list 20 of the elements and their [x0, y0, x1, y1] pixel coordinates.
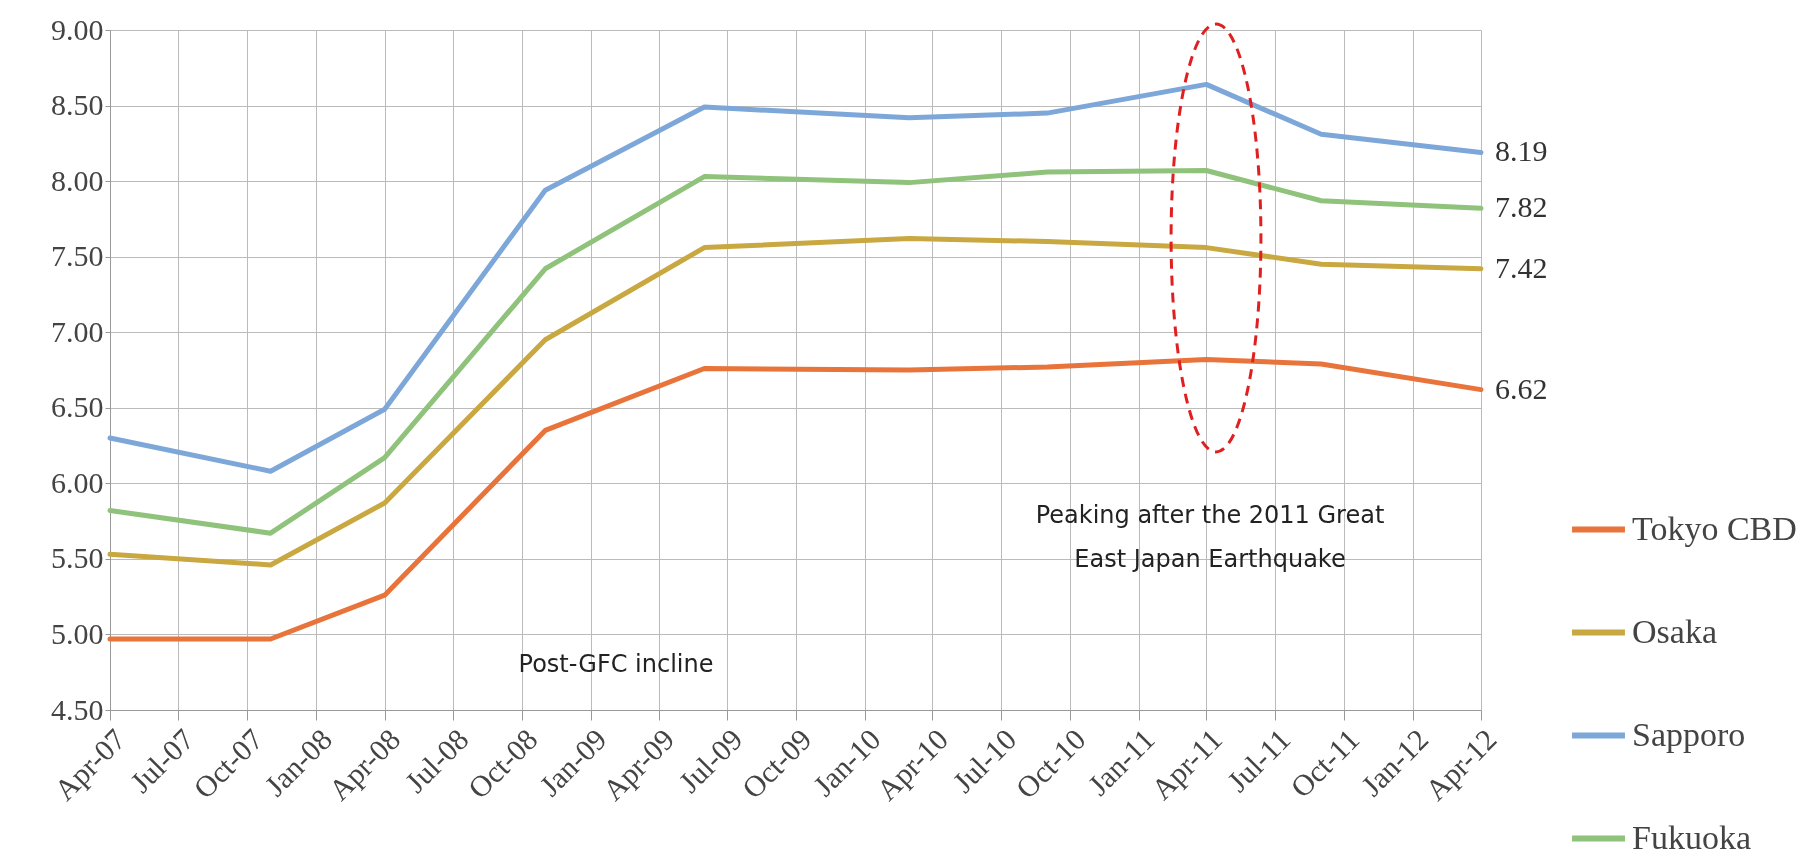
- annotation: Post-GFC incline: [518, 650, 714, 678]
- y-tick-label: 4.50: [51, 692, 104, 726]
- data-label: 7.82: [1495, 190, 1548, 224]
- data-label: 8.19: [1495, 134, 1548, 168]
- data-label: 6.62: [1495, 371, 1548, 405]
- y-tick-label: 6.00: [51, 465, 104, 499]
- y-tick-label: 9.00: [51, 12, 104, 46]
- legend-label: Osaka: [1632, 612, 1717, 650]
- legend-label: Sapporo: [1632, 715, 1746, 753]
- annotation: Peaking after the 2011 Great East Japan Earthquake: [1035, 501, 1385, 573]
- y-tick-label: 6.50: [51, 390, 104, 424]
- y-tick-label: 5.50: [51, 541, 104, 575]
- data-label: 7.42: [1495, 250, 1548, 284]
- legend-label: Tokyo CBD: [1632, 509, 1797, 547]
- legend-label: Fukuoka: [1632, 818, 1751, 856]
- y-tick-label: 8.50: [51, 88, 104, 122]
- y-tick-label: 7.00: [51, 314, 104, 348]
- y-tick-label: 7.50: [51, 239, 104, 273]
- y-tick-label: 8.00: [51, 163, 104, 197]
- y-tick-label: 5.00: [51, 616, 104, 650]
